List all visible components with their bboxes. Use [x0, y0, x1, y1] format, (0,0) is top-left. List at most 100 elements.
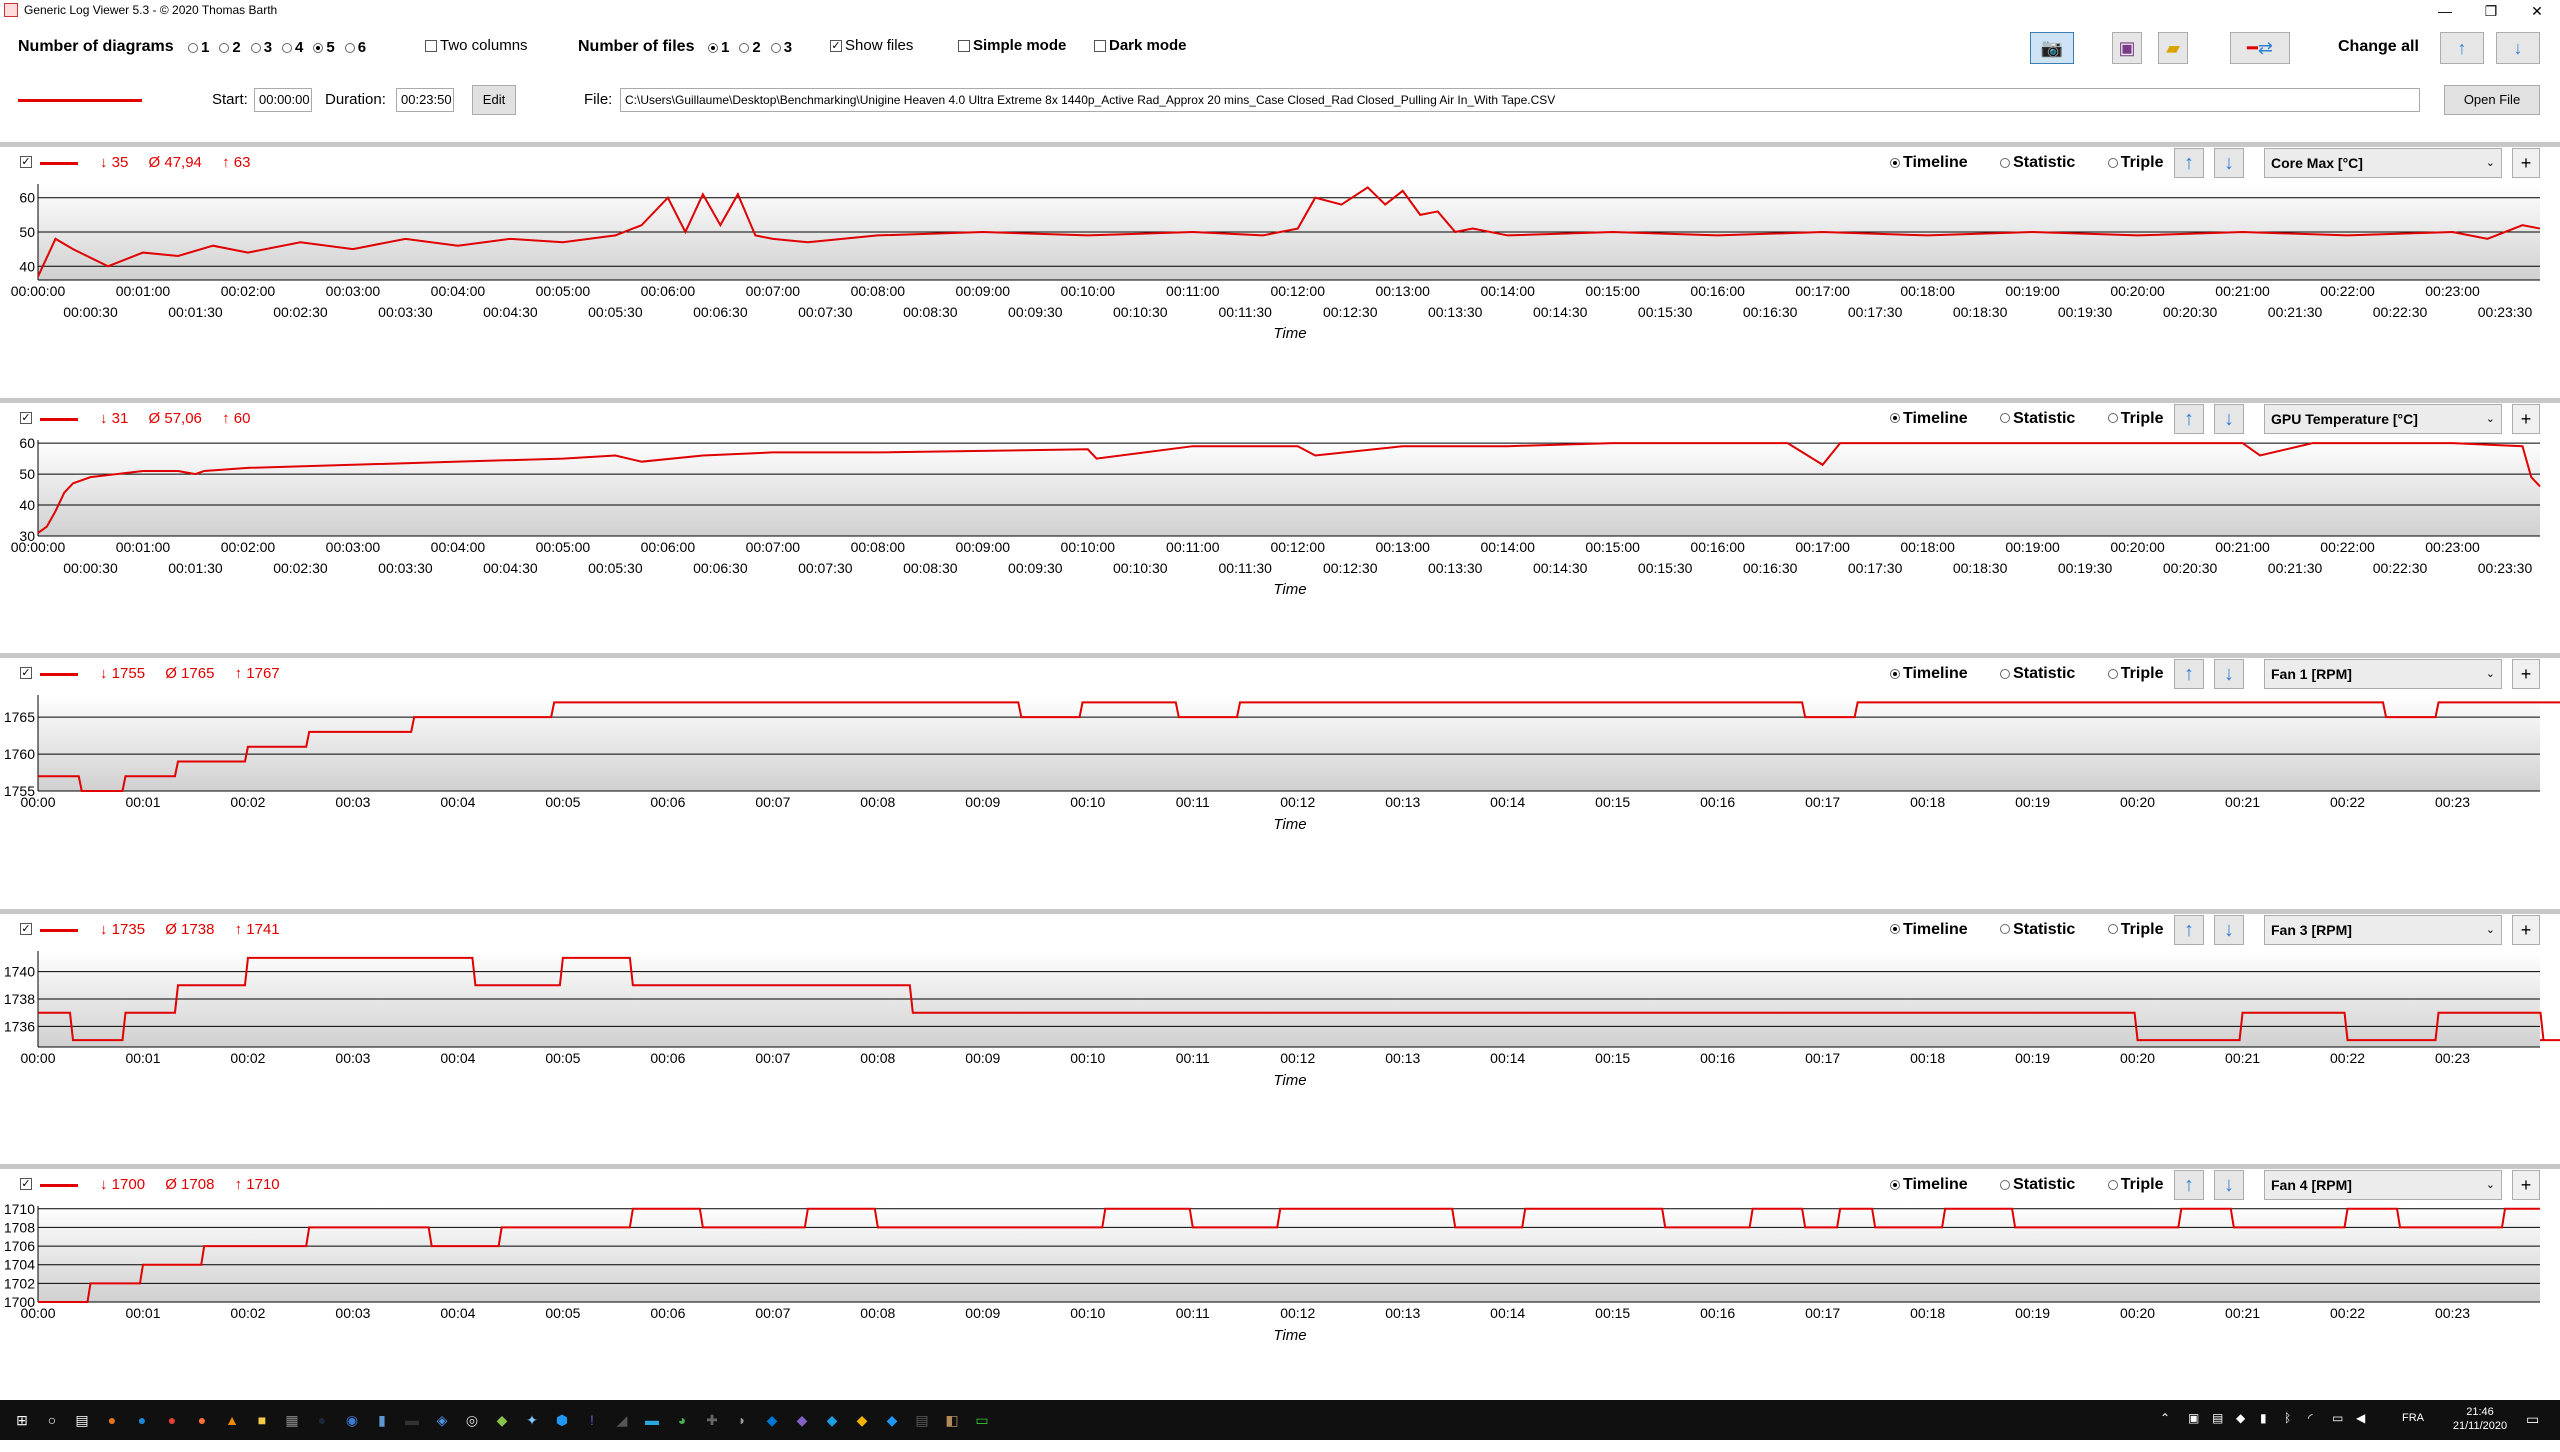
language-indicator[interactable]: FRA — [2402, 1412, 2424, 1424]
app-icon[interactable]: ⬢ — [555, 1412, 569, 1428]
vlc-icon[interactable]: ▲ — [225, 1412, 239, 1428]
app-icon[interactable]: ◈ — [436, 1412, 448, 1428]
wifi-icon[interactable]: ◜ — [2308, 1411, 2313, 1425]
triple-radio[interactable]: Triple — [2107, 921, 2163, 939]
sensor-select[interactable]: Fan 4 [RPM] ⌄ — [2264, 1170, 2502, 1200]
simple-mode-checkbox[interactable]: Simple mode — [958, 37, 1066, 54]
network-icon[interactable]: ▭ — [2332, 1411, 2344, 1425]
statistic-radio[interactable]: Statistic — [2000, 154, 2075, 172]
search-icon[interactable]: ○ — [47, 1412, 57, 1428]
show-files-checkbox[interactable]: ✓ Show files — [830, 37, 913, 54]
move-panel-down-button[interactable]: ↓ — [2214, 659, 2244, 689]
chrome-icon[interactable]: ● — [167, 1412, 177, 1428]
dark-mode-checkbox[interactable]: Dark mode — [1094, 37, 1187, 54]
open-folder-button[interactable]: ▰ — [2158, 32, 2188, 64]
move-panel-down-button[interactable]: ↓ — [2214, 914, 2244, 945]
timeline-radio[interactable]: Timeline — [1890, 410, 1968, 428]
bluetooth-icon[interactable]: ᛒ — [2284, 1411, 2292, 1425]
diagrams-radio-2[interactable]: 2 — [219, 39, 241, 56]
diagrams-radio-1[interactable]: 1 — [188, 39, 209, 56]
file-path-input[interactable]: C:\Users\Guillaume\Desktop\Benchmarking\… — [620, 88, 2420, 112]
add-series-button[interactable]: + — [2512, 914, 2540, 945]
clock[interactable]: 21:46 21/11/2020 — [2440, 1400, 2520, 1440]
minimize-button[interactable]: — — [2438, 3, 2452, 19]
start-time-input[interactable]: 00:00:00 — [254, 88, 312, 112]
add-series-button[interactable]: + — [2512, 148, 2540, 178]
timeline-radio[interactable]: Timeline — [1890, 921, 1968, 939]
app-icon[interactable]: ✚ — [706, 1412, 718, 1428]
tray-app-icon[interactable]: ◆ — [2236, 1411, 2246, 1425]
statistic-radio[interactable]: Statistic — [2000, 410, 2075, 428]
app-icon[interactable]: ◢ — [616, 1412, 628, 1428]
statistic-radio[interactable]: Statistic — [2000, 1176, 2075, 1194]
app-icon[interactable]: ◕ — [677, 1412, 687, 1428]
app-icon[interactable]: ▮ — [378, 1412, 386, 1428]
chevron-up-icon[interactable]: ⌃ — [2160, 1411, 2171, 1425]
move-panel-up-button[interactable]: ↑ — [2174, 148, 2204, 178]
triple-radio[interactable]: Triple — [2107, 1176, 2163, 1194]
app-icon[interactable]: ◎ — [465, 1412, 479, 1428]
triple-radio[interactable]: Triple — [2107, 410, 2163, 428]
timeline-radio[interactable]: Timeline — [1890, 1176, 1968, 1194]
volume-icon[interactable]: ◀ — [2356, 1411, 2366, 1425]
files-radio-3[interactable]: 3 — [770, 39, 792, 56]
edit-button[interactable]: Edit — [472, 85, 516, 115]
explorer-icon[interactable]: ■ — [257, 1412, 267, 1428]
triple-radio[interactable]: Triple — [2107, 665, 2163, 683]
terminal-icon[interactable]: ▬ — [405, 1412, 419, 1428]
app-icon[interactable]: ▬ — [645, 1412, 659, 1428]
move-all-up-button[interactable]: ↑ — [2440, 32, 2484, 64]
panel-visible-checkbox[interactable]: ✓ — [20, 922, 32, 935]
vscode-icon[interactable]: ◆ — [766, 1412, 778, 1428]
diagrams-radio-3[interactable]: 3 — [250, 39, 272, 56]
steam-icon[interactable]: ● — [317, 1412, 327, 1428]
panel-visible-checkbox[interactable]: ✓ — [20, 1178, 32, 1190]
diagrams-radio-6[interactable]: 6 — [344, 39, 366, 56]
timeline-radio[interactable]: Timeline — [1890, 665, 1968, 683]
sensor-select[interactable]: Core Max [°C] ⌄ — [2264, 148, 2502, 178]
app-icon[interactable]: ✦ — [526, 1412, 538, 1428]
app-icon[interactable]: ● — [107, 1412, 117, 1428]
app-icon[interactable]: ◉ — [345, 1412, 359, 1428]
diagrams-radio-5[interactable]: 5 — [313, 39, 335, 56]
app-icon[interactable]: ◆ — [856, 1412, 868, 1428]
open-file-button[interactable]: Open File — [2444, 85, 2540, 115]
windows-start-icon[interactable]: ⊞ — [16, 1412, 28, 1428]
panel-visible-checkbox[interactable]: ✓ — [20, 667, 32, 679]
move-panel-up-button[interactable]: ↑ — [2174, 659, 2204, 689]
restore-button[interactable]: ❐ — [2484, 3, 2498, 19]
add-series-button[interactable]: + — [2512, 403, 2540, 434]
move-panel-up-button[interactable]: ↑ — [2174, 1170, 2204, 1200]
move-panel-down-button[interactable]: ↓ — [2214, 148, 2244, 178]
move-panel-down-button[interactable]: ↓ — [2214, 403, 2244, 434]
screenshot-button[interactable]: 📷 — [2030, 32, 2074, 64]
files-radio-1[interactable]: 1 — [708, 39, 729, 56]
tray-battery-icon[interactable]: ▮ — [2260, 1411, 2267, 1425]
app-icon[interactable]: ▭ — [975, 1412, 989, 1428]
statistic-radio[interactable]: Statistic — [2000, 921, 2075, 939]
app-icon[interactable]: ▦ — [285, 1412, 299, 1428]
app-icon[interactable]: ◆ — [496, 1412, 508, 1428]
statistic-radio[interactable]: Statistic — [2000, 665, 2075, 683]
app-icon[interactable]: ◧ — [945, 1412, 959, 1428]
add-series-button[interactable]: + — [2512, 659, 2540, 689]
app-icon[interactable]: ◆ — [826, 1412, 838, 1428]
tray-network-icon[interactable]: ▤ — [2212, 1411, 2224, 1425]
task-view-icon[interactable]: ▤ — [75, 1412, 89, 1428]
diagrams-radio-4[interactable]: 4 — [282, 39, 303, 56]
notifications-icon[interactable]: ▭ — [2526, 1411, 2540, 1427]
app-icon[interactable]: ◗ — [737, 1412, 747, 1428]
triple-radio[interactable]: Triple — [2107, 154, 2163, 172]
edge-icon[interactable]: ● — [137, 1412, 147, 1428]
move-panel-down-button[interactable]: ↓ — [2214, 1170, 2244, 1200]
move-panel-up-button[interactable]: ↑ — [2174, 403, 2204, 434]
tray-app-icon[interactable]: ▣ — [2188, 1411, 2200, 1425]
swap-button[interactable]: ━⇄ — [2230, 32, 2290, 64]
move-panel-up-button[interactable]: ↑ — [2174, 914, 2204, 945]
sensor-select[interactable]: Fan 1 [RPM] ⌄ — [2264, 659, 2502, 689]
move-all-down-button[interactable]: ↓ — [2496, 32, 2540, 64]
save-button[interactable]: ▣ — [2112, 32, 2142, 64]
two-columns-checkbox[interactable]: Two columns — [425, 37, 528, 54]
add-series-button[interactable]: + — [2512, 1170, 2540, 1200]
sensor-select[interactable]: Fan 3 [RPM] ⌄ — [2264, 914, 2502, 945]
